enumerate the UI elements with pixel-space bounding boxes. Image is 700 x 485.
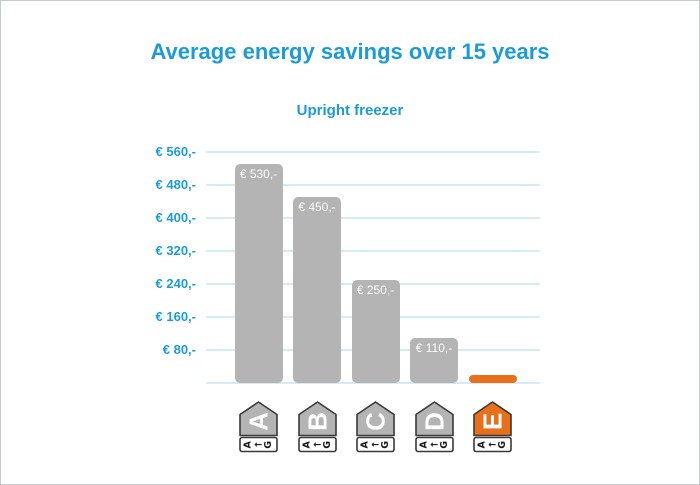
bar-value-label: € 450,- (298, 200, 336, 215)
energy-tag-letter: B (302, 412, 332, 431)
energy-tag-d: D A ← G (413, 399, 456, 454)
energy-tag-scale-char: A (301, 440, 312, 448)
energy-tag-scale-char: ← (430, 439, 438, 450)
energy-tag-scale-char: A (477, 440, 488, 448)
chart-title: Average energy savings over 15 years (150, 39, 550, 64)
bar-value-label: € 250,- (356, 282, 395, 297)
y-tick-label: € 160,- (155, 309, 196, 324)
energy-tag-arrow-shape (356, 401, 395, 437)
plot-area: € 560,- € 480,- € 400,- € 320,- € 240,- € 160… (156, 141, 540, 384)
y-tick-label: € 320,- (155, 243, 196, 258)
energy-tag-scale-char: ← (371, 439, 379, 450)
y-tick-label: € 80,- (162, 342, 196, 357)
gridline (206, 184, 540, 186)
energy-tag-scale-char: A (418, 440, 429, 448)
energy-tag-scale-char: ← (254, 439, 262, 450)
energy-tag-scale-char: A (360, 440, 371, 448)
energy-tag-arrow-shape (297, 401, 337, 437)
bar-value-label: € 110,- (415, 340, 453, 355)
energy-tag-arrow-shape (414, 401, 454, 437)
energy-tag-letter: D (419, 412, 449, 431)
energy-tag-arrow-shape (239, 401, 278, 437)
y-tick-label: € 400,- (155, 210, 196, 225)
energy-tag-scale-box (414, 436, 454, 453)
energy-tag-scale-box (356, 436, 395, 453)
energy-tag-letter: A (244, 412, 274, 431)
bar-e (468, 374, 517, 383)
bar-c: € 250,- (351, 279, 400, 383)
bar-a: € 530,- (234, 164, 283, 383)
y-tick-label: € 480,- (155, 177, 196, 192)
energy-tag-letter: C (361, 412, 391, 431)
energy-tag-scale-char: A (243, 440, 254, 448)
y-tick-label: € 240,- (155, 276, 196, 291)
energy-tag-a: A A ← G (237, 399, 280, 454)
gridline (206, 217, 540, 219)
energy-tag-scale-box (239, 436, 278, 453)
energy-tag-scale-char: G (263, 441, 274, 449)
energy-tag-letter: E (478, 413, 508, 430)
energy-tag-arrow-shape (473, 401, 512, 437)
energy-tag-scale-char: G (497, 441, 508, 449)
bar-value-label: € 530,- (239, 167, 278, 182)
energy-tag-scale-char: G (322, 441, 333, 449)
bar-d: € 110,- (410, 337, 458, 383)
x-axis-baseline (206, 382, 540, 384)
y-tick-label: € 560,- (155, 144, 196, 159)
bar-b: € 450,- (293, 197, 341, 383)
gridline (206, 250, 540, 252)
chart-subtitle: Upright freezer (296, 102, 404, 119)
energy-tag-c: C A ← G (354, 399, 397, 454)
energy-tag-scale-char: G (380, 441, 391, 449)
energy-tag-scale-char: ← (488, 439, 496, 450)
energy-tag-scale-char: ← (313, 439, 321, 450)
gridline (206, 151, 540, 153)
energy-class-axis: A A ← G B A ← G C A ← G D A ← G E A ← G (206, 399, 540, 454)
energy-tag-scale-char: G (439, 441, 450, 449)
energy-tag-scale-box (297, 436, 337, 453)
energy-tag-b: B A ← G (296, 399, 339, 454)
energy-tag-scale-box (473, 436, 512, 453)
energy-tag-e: E A ← G (471, 399, 514, 454)
